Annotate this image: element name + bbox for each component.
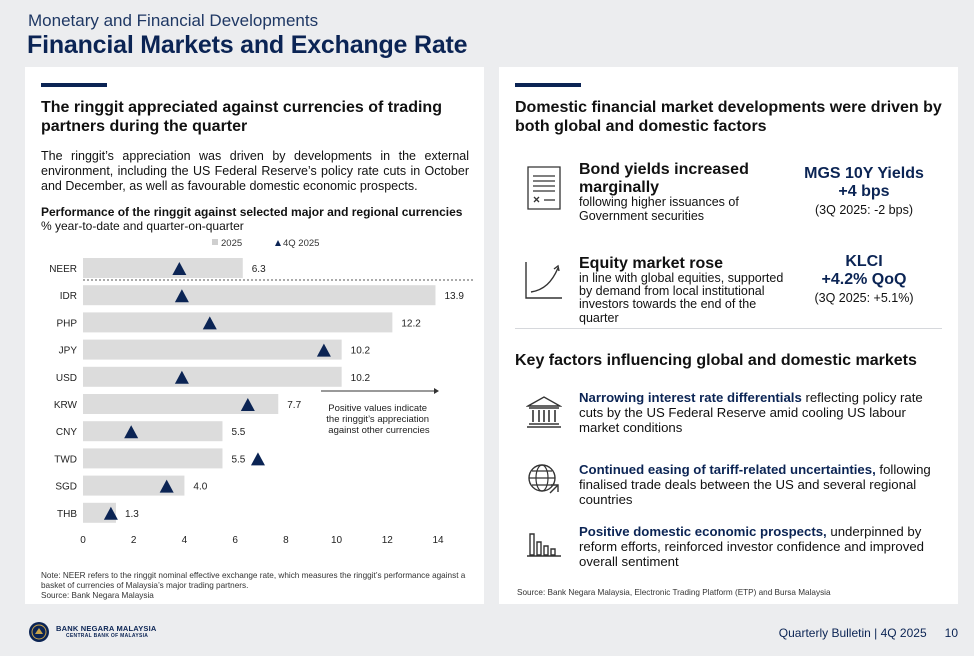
right-heading: Domestic financial market developments w…: [515, 99, 942, 135]
growth-chart-icon: [525, 262, 562, 299]
page-number: 10: [944, 626, 958, 640]
data-label-krw: 7.7: [287, 400, 301, 411]
bond-description: following higher issuances of Government…: [579, 195, 739, 223]
marker-neer: [172, 262, 187, 275]
factor-interest-rates: Narrowing interest rate differentials re…: [579, 390, 923, 435]
footer-publication: Quarterly Bulletin | 4Q 2025 10: [761, 626, 958, 640]
marker-jpy: [316, 343, 331, 357]
marker-krw: [240, 398, 255, 411]
bar-cny: [83, 421, 223, 442]
data-label-neer: 6.3: [252, 264, 266, 275]
section-divider: [515, 328, 942, 329]
x-tick-label: 14: [432, 535, 444, 546]
right-source: Source: Bank Negara Malaysia, Electronic…: [517, 588, 831, 597]
chart-note: Note: NEER refers to the ringgit nominal…: [41, 571, 466, 600]
category-label-sgd: SGD: [55, 482, 77, 493]
x-tick-label: 0: [80, 535, 86, 546]
data-label-jpy: 10.2: [351, 346, 371, 357]
legend-marker-4q: [275, 240, 281, 246]
left-panel: The ringgit appreciated against currenci…: [25, 67, 484, 604]
data-label-usd: 10.2: [351, 373, 371, 384]
data-label-sgd: 4.0: [193, 482, 207, 493]
legend-swatch-2025: [212, 239, 218, 245]
marker-idr: [174, 289, 189, 303]
equity-metric: KLCI +4.2% QoQ (3Q 2025: +5.1%): [814, 253, 914, 305]
left-intro: The ringgit’s appreciation was driven by…: [41, 149, 469, 193]
data-label-twd: 5.5: [231, 454, 245, 465]
data-label-idr: 13.9: [444, 291, 464, 302]
ringgit-performance-chart: 2025 4Q 2025 NEER 6.3 IDR 13.9 PHP 12.2 JPY 10.…: [49, 238, 473, 546]
marker-twd: [250, 452, 265, 466]
accent-bar: [515, 83, 581, 87]
category-label-jpy: JPY: [59, 346, 78, 357]
category-label-krw: KRW: [54, 400, 78, 411]
category-label-cny: CNY: [56, 427, 77, 438]
marker-thb: [103, 506, 118, 520]
bar-chart-icon: [527, 533, 561, 557]
category-label-usd: USD: [56, 373, 77, 384]
marker-php: [202, 316, 217, 330]
legend-label-4q: 4Q 2025: [283, 238, 319, 249]
x-tick-label: 2: [131, 535, 137, 546]
legend-label-2025: 2025: [221, 238, 242, 249]
bar-jpy: [83, 339, 342, 360]
category-label-thb: THB: [57, 509, 77, 520]
bond-metric: MGS 10Y Yields +4 bps (3Q 2025: -2 bps): [804, 165, 924, 217]
x-tick-label: 12: [382, 535, 394, 546]
annotation-arrowhead: [434, 388, 439, 394]
section-kicker: Monetary and Financial Developments: [28, 11, 319, 30]
bond-title: Bond yields increased marginally: [579, 161, 749, 196]
data-label-php: 12.2: [401, 318, 421, 329]
right-panel: Domestic financial market developments w…: [499, 67, 958, 604]
x-tick-label: 8: [283, 535, 289, 546]
chart-annotation: Positive values indicate the ringgit’s a…: [326, 403, 431, 436]
publication-name: Quarterly Bulletin | 4Q 2025: [778, 626, 927, 640]
document-icon: [527, 166, 561, 210]
bar-sgd: [83, 475, 185, 496]
category-label-neer: NEER: [49, 264, 77, 275]
data-label-cny: 5.5: [231, 427, 245, 438]
factor-tariff-easing: Continued easing of tariff-related uncer…: [579, 462, 931, 507]
category-label-php: PHP: [56, 318, 77, 329]
chart-subtitle: % year-to-date and quarter-on-quarter: [41, 219, 244, 233]
chart-title: Performance of the ringgit against selec…: [41, 205, 463, 219]
equity-title: Equity market rose: [579, 255, 724, 272]
data-label-thb: 1.3: [125, 509, 139, 520]
key-factors-heading: Key factors influencing global and domes…: [515, 352, 917, 369]
marker-usd: [174, 370, 189, 384]
page-title: Financial Markets and Exchange Rate: [27, 31, 468, 59]
x-tick-label: 4: [182, 535, 188, 546]
x-tick-label: 10: [331, 535, 343, 546]
bar-krw: [83, 394, 279, 414]
logo-text: BANK NEGARA MALAYSIA: [56, 624, 157, 633]
logo-subtext: CENTRAL BANK OF MALAYSIA: [66, 633, 149, 639]
bar-twd: [83, 448, 223, 469]
category-label-idr: IDR: [60, 291, 77, 302]
category-label-twd: TWD: [54, 454, 77, 465]
x-tick-label: 6: [232, 535, 238, 546]
marker-cny: [124, 425, 139, 439]
accent-bar: [41, 83, 107, 87]
left-heading: The ringgit appreciated against currenci…: [41, 99, 442, 135]
globe-trade-icon: [528, 464, 559, 494]
bar-neer: [83, 258, 243, 278]
bar-usd: [83, 366, 342, 387]
bar-php: [83, 312, 393, 333]
bnm-logo-icon: [29, 622, 49, 642]
factor-domestic-prospects: Positive domestic economic prospects, un…: [579, 524, 924, 569]
marker-sgd: [159, 479, 174, 493]
bar-idr: [83, 285, 436, 306]
equity-description: in line with global equities, supported …: [579, 271, 784, 325]
chart-legend: 2025 4Q 2025: [212, 238, 319, 249]
bank-building-icon: [526, 396, 562, 428]
